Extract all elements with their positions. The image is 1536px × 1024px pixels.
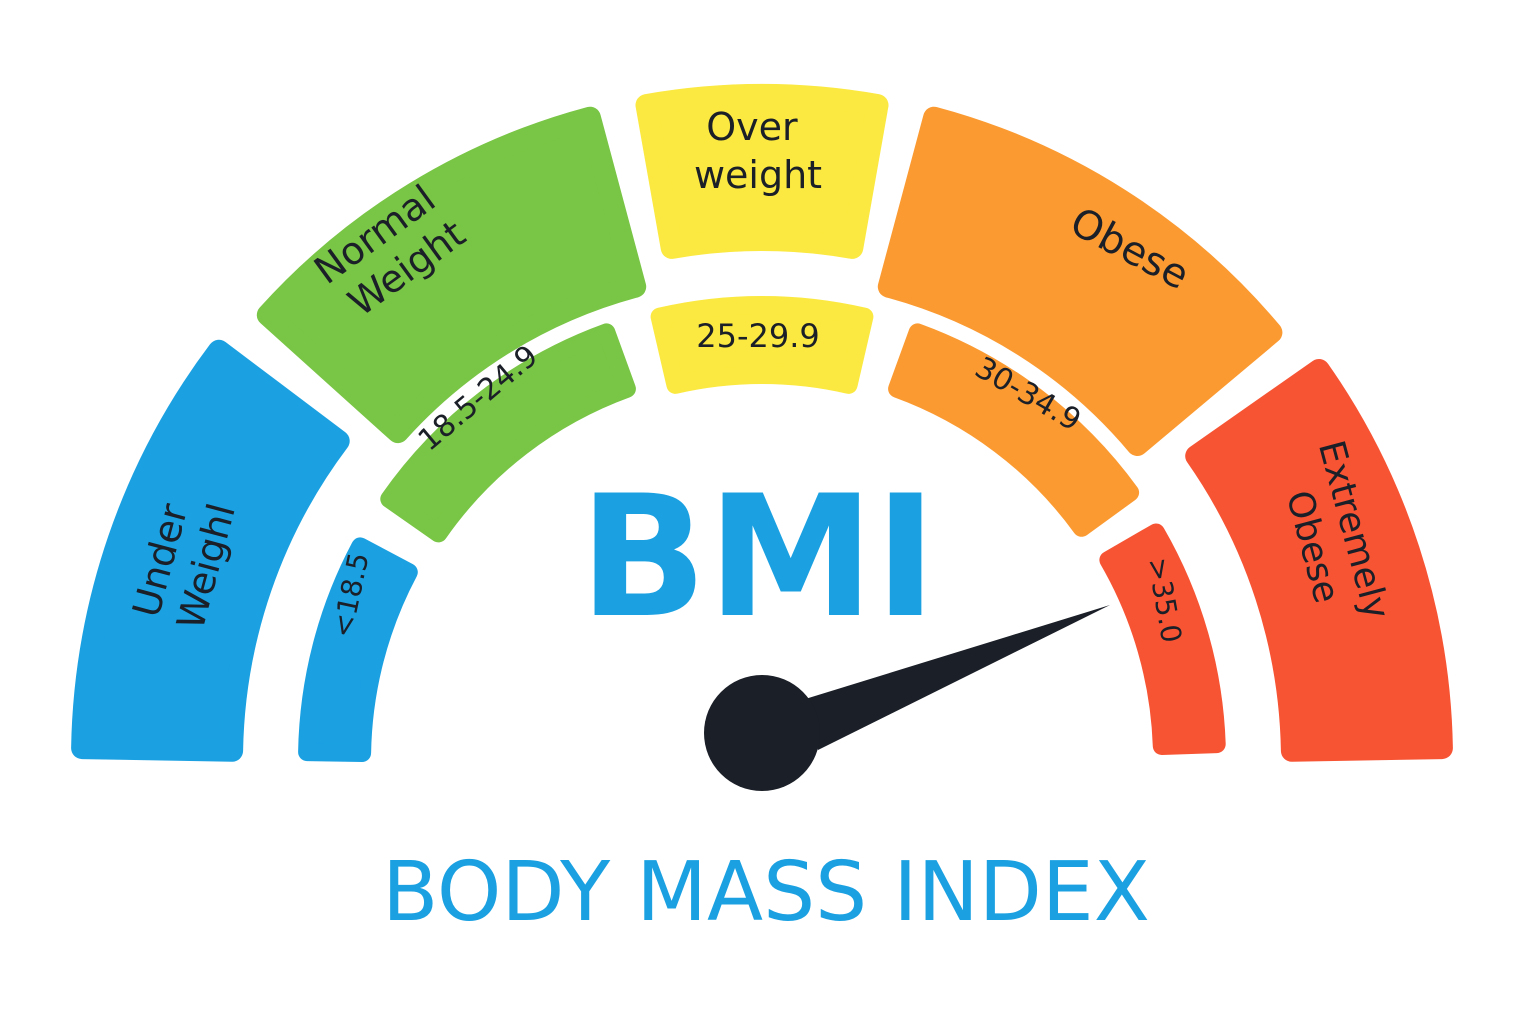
segment-under-weight	[71, 339, 350, 762]
outer-segments	[71, 84, 1453, 762]
needle-pointer	[802, 605, 1110, 750]
label-over-weight-line1: Over	[706, 105, 798, 149]
range-over-weight: 25-29.9	[696, 317, 820, 355]
label-over-weight-line2: weight	[694, 153, 822, 197]
range-segment-normal-weight	[380, 323, 636, 543]
body-mass-index-title: BODY MASS INDEX	[382, 845, 1150, 940]
range-segment-extremely-obese	[1099, 523, 1226, 755]
gauge-needle	[704, 605, 1110, 791]
segment-extremely-obese	[1185, 359, 1453, 762]
bmi-title: BMI	[579, 459, 937, 655]
range-segment-obese	[888, 323, 1140, 537]
range-segment-under-weight	[298, 537, 418, 762]
needle-hub	[704, 675, 820, 791]
segment-normal-weight	[256, 106, 647, 444]
segment-over-weight	[635, 84, 889, 259]
inner-segments	[298, 296, 1226, 762]
segment-obese	[877, 106, 1283, 456]
range-segment-over-weight	[650, 296, 874, 394]
label-over-weight: Over weight	[694, 105, 822, 197]
